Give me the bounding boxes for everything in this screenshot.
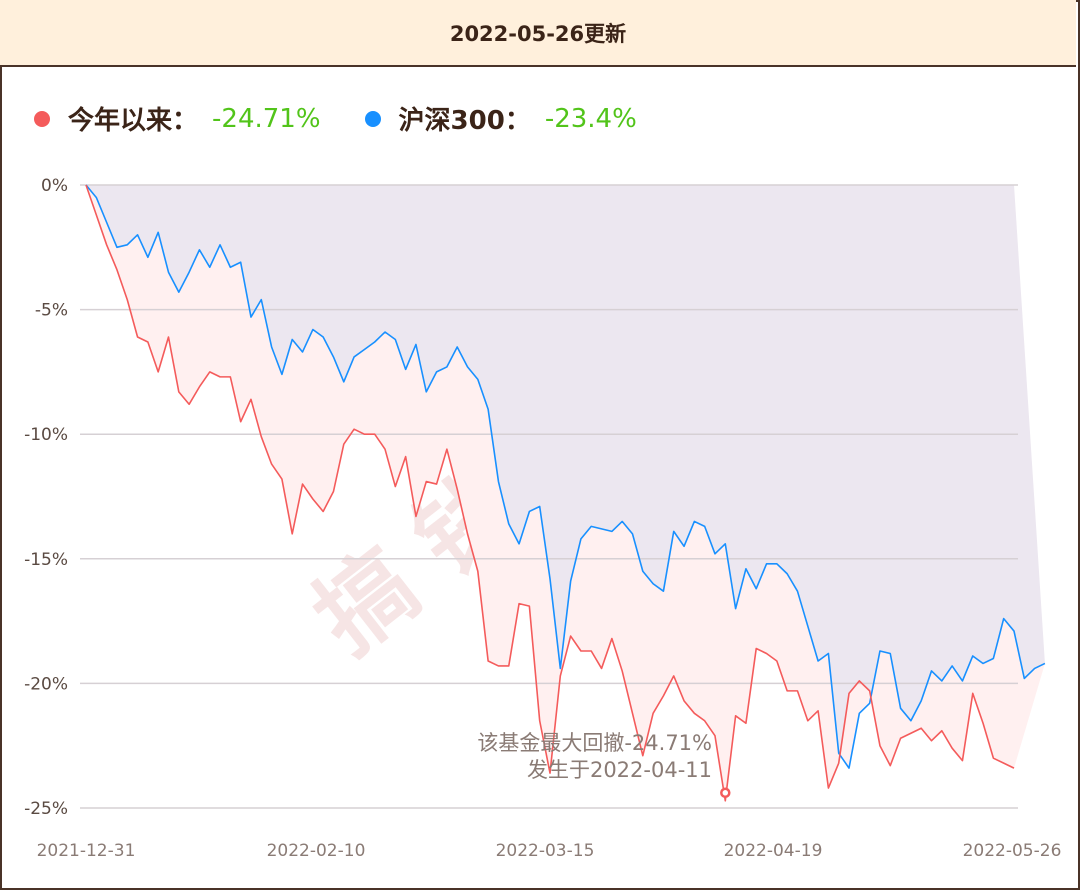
legend: 今年以来： -24.71% 沪深300： -23.4% <box>34 100 681 137</box>
header-bar: 2022-05-26更新 <box>0 0 1076 67</box>
index-legend-dot-icon <box>364 110 381 127</box>
x-tick-label: 2022-04-19 <box>724 841 823 861</box>
series-line-今年以来[interactable] <box>85 184 1015 802</box>
x-tick-label: 2022-03-15 <box>496 841 595 861</box>
x-tick-label: 2021-12-31 <box>37 841 136 861</box>
x-tick-label: 2022-02-10 <box>267 841 366 861</box>
fund-legend-dot-icon <box>34 110 50 127</box>
max-drawdown-marker[interactable] <box>720 787 731 799</box>
y-tick-label: -15% <box>24 550 68 570</box>
fund-area <box>86 185 1045 801</box>
fund-legend-label[interactable]: 今年以来： <box>68 106 199 136</box>
x-tick-label: 2022-05-26 <box>963 841 1062 861</box>
drawdown-annotation-line2: 发生于2022-04-11 <box>527 758 712 782</box>
y-tick-label: -25% <box>24 799 68 819</box>
series-line-沪深300[interactable] <box>85 184 1046 769</box>
fund-legend-value: -24.71% <box>212 103 321 134</box>
y-tick-label: -5% <box>35 301 68 321</box>
y-tick-label: -20% <box>24 674 68 694</box>
y-tick-label: -10% <box>24 425 68 445</box>
index-legend-label[interactable]: 沪深300： <box>398 106 531 136</box>
update-date-title: 2022-05-26更新 <box>449 21 627 46</box>
drawdown-annotation-line1: 该基金最大回撤-24.71% <box>477 731 712 755</box>
y-tick-label: 0% <box>41 176 68 196</box>
index-area <box>86 185 1045 769</box>
index-legend-value: -23.4% <box>544 103 637 134</box>
